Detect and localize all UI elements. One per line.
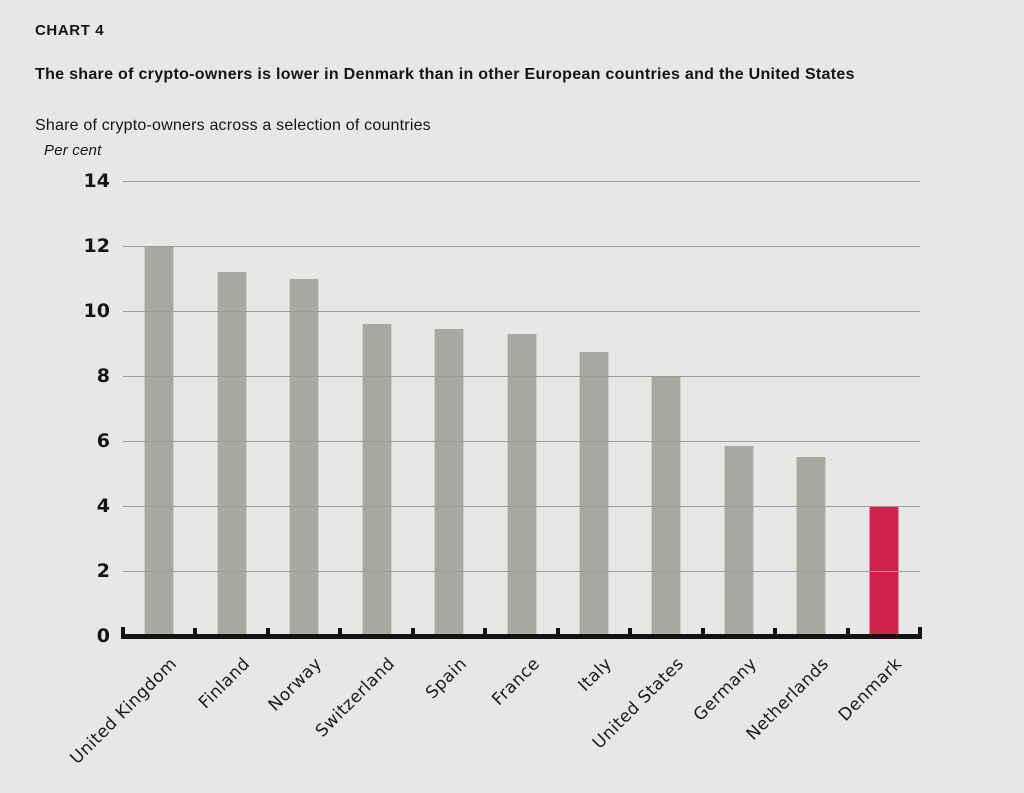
bar-spain bbox=[434, 328, 465, 634]
gridline-12 bbox=[123, 246, 920, 247]
bar-switzerland bbox=[361, 324, 392, 634]
y-tick-label-6: 6 bbox=[96, 430, 110, 452]
bar-france bbox=[506, 333, 537, 634]
x-axis-tick-4 bbox=[410, 628, 415, 634]
bar-italy bbox=[578, 351, 609, 634]
y-tick-label-14: 14 bbox=[83, 170, 110, 192]
bar-united-states bbox=[651, 376, 682, 634]
chart-subtitle: Share of crypto-owners across a selectio… bbox=[35, 117, 431, 134]
y-axis-unit-label: Per cent bbox=[44, 142, 102, 159]
gridline-14 bbox=[123, 181, 920, 182]
chart-kicker: CHART 4 bbox=[35, 22, 105, 39]
x-axis-tick-9 bbox=[773, 628, 778, 634]
gridline-6 bbox=[123, 441, 920, 442]
x-axis-tick-0 bbox=[121, 627, 125, 634]
gridline-4 bbox=[123, 506, 920, 507]
x-axis-tick-7 bbox=[628, 628, 633, 634]
gridline-8 bbox=[123, 376, 920, 377]
gridline-10 bbox=[123, 311, 920, 312]
bar-denmark bbox=[868, 506, 899, 634]
x-axis-tick-11 bbox=[918, 627, 922, 634]
x-axis-tick-8 bbox=[700, 628, 705, 634]
bar-finland bbox=[216, 272, 247, 634]
y-tick-label-8: 8 bbox=[96, 365, 110, 387]
bar-united-kingdom bbox=[144, 246, 175, 634]
x-axis-tick-1 bbox=[193, 628, 198, 634]
x-axis-tick-3 bbox=[338, 628, 343, 634]
y-tick-label-12: 12 bbox=[83, 235, 110, 257]
x-axis-line bbox=[121, 634, 922, 639]
gridline-2 bbox=[123, 571, 920, 572]
y-tick-label-4: 4 bbox=[96, 495, 110, 517]
bar-netherlands bbox=[796, 457, 827, 634]
x-axis-tick-6 bbox=[555, 628, 560, 634]
y-tick-label-2: 2 bbox=[96, 560, 110, 582]
bar-norway bbox=[289, 278, 320, 634]
bar-germany bbox=[723, 445, 754, 634]
y-tick-label-10: 10 bbox=[83, 300, 110, 322]
x-tick-label-united-kingdom: United Kingdom bbox=[66, 654, 182, 769]
x-axis-tick-5 bbox=[483, 628, 488, 634]
y-tick-label-0: 0 bbox=[96, 625, 110, 647]
chart-title: The share of crypto-owners is lower in D… bbox=[35, 66, 855, 83]
x-axis-tick-10 bbox=[845, 628, 850, 634]
x-axis-tick-2 bbox=[265, 628, 270, 634]
